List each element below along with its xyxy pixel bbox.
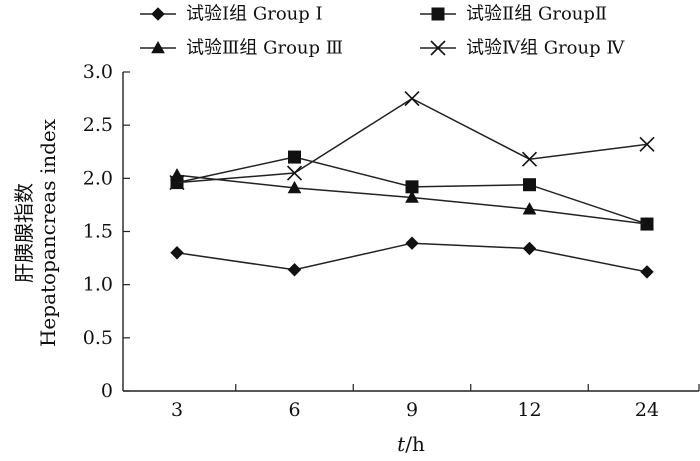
data-point-diamond [170,246,184,260]
data-point-x [639,136,655,152]
y-tick-label: 3.0 [83,61,113,83]
data-point-diamond [405,236,419,250]
marker-x-stroke [169,175,185,191]
legend-label: 试验Ⅱ组 GroupⅡ [466,4,607,25]
marker-x-stroke [286,165,303,181]
series-3 [170,168,654,230]
x-tick-label: 3 [171,399,183,421]
data-point-triangle [170,168,184,181]
series-line [176,97,648,184]
y-tick-label: 1.0 [83,274,113,296]
data-point-x [404,91,420,107]
x-tick-label: 9 [406,399,418,421]
y-axis-title-en: Hepatopancreas index [36,118,60,347]
x-tick-label: 6 [288,399,300,421]
legend-item-3: 试验Ⅲ组 Group Ⅲ [140,38,343,59]
marker-x-stroke [430,40,446,56]
y-tick-label: 1.5 [83,221,113,243]
marker-x [430,40,446,56]
y-axis-title-cn: 肝胰腺指数 [12,183,36,283]
marker-x-stroke [639,136,655,152]
series-group [169,91,655,279]
legend-label: 试验Ⅰ组 Group Ⅰ [186,4,323,25]
data-point-triangle [287,180,302,194]
x-tick-label: 24 [635,399,659,421]
y-tick-label: 0.5 [83,327,113,349]
data-point-square [288,150,301,164]
data-point-x [521,151,538,167]
series-4 [169,91,655,191]
data-point-triangle [522,202,537,215]
legend-label: 试验Ⅳ组 Group Ⅳ [466,38,625,59]
data-point-triangle [405,190,419,203]
data-point-diamond [640,265,654,279]
legend-item-2: 试验Ⅱ组 GroupⅡ [420,4,607,25]
series-1 [170,236,654,279]
legend: 试验Ⅰ组 Group Ⅰ 试验Ⅱ组 GroupⅡ 试验Ⅲ组 Group Ⅲ 试验Ⅳ组 … [140,4,625,59]
y-tick-label: 2.5 [83,114,113,136]
data-point-square [523,178,536,192]
y-tick-label: 0 [101,380,113,402]
marker-triangle [151,40,165,54]
data-point-diamond [522,241,537,256]
legend-label: 试验Ⅲ组 Group Ⅲ [186,38,343,59]
marker-square [431,7,445,21]
x-axis-title: t/h [397,432,425,456]
marker-x-stroke [521,151,538,167]
x-tick-label: 12 [517,399,541,421]
marker-diamond [151,7,165,21]
legend-item-4: 试验Ⅳ组 Group Ⅳ [420,38,625,59]
marker-x-stroke [404,91,420,107]
y-tick-label: 2.0 [83,167,113,189]
data-point-diamond [287,263,302,277]
data-point-x [286,165,303,181]
data-point-x [169,175,185,191]
data-point-triangle [640,217,654,230]
axes: 0 0.5 1.0 1.5 2.0 2.5 3.0 3 6 9 12 24 [83,61,700,421]
legend-item-1: 试验Ⅰ组 Group Ⅰ [140,4,323,25]
